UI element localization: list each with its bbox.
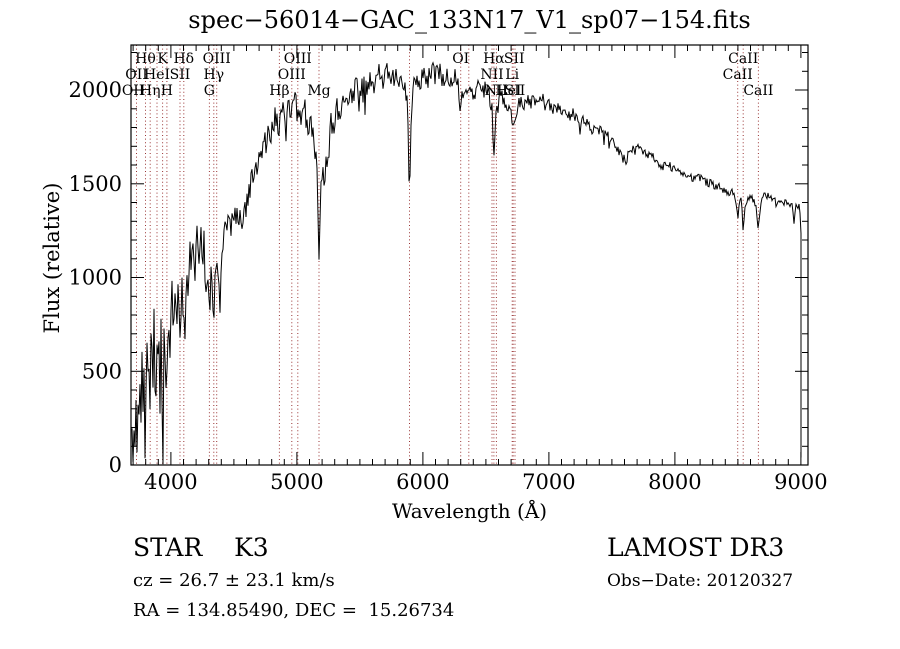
spectral-line-label: Hδ <box>173 51 194 67</box>
x-axis-label: Wavelength (Å) <box>391 499 548 523</box>
x-tick-label: 7000 <box>522 470 575 494</box>
spectral-line-label: K <box>157 51 168 67</box>
y-tick-label: 500 <box>82 359 122 383</box>
y-tick-label: 0 <box>109 453 122 477</box>
plot-title: spec−56014−GAC_133N17_V1_sp07−154.fits <box>188 6 751 34</box>
spectral-line-label: G <box>204 83 215 99</box>
x-tick-label: 4000 <box>144 470 197 494</box>
x-tick-label: 8000 <box>648 470 701 494</box>
y-tick-label: 1000 <box>69 266 122 290</box>
spectral-line-label: Hα <box>483 51 505 67</box>
y-tick-label: 2000 <box>69 78 122 102</box>
plot-box <box>130 44 809 466</box>
y-tick-label: 1500 <box>69 172 122 196</box>
spectral-line-label: Hη <box>140 83 161 99</box>
spectral-line-label: CaII <box>728 51 758 67</box>
spectral-line-label: Hγ <box>204 67 225 83</box>
spectral-line-label: OIII <box>278 67 306 83</box>
spectral-line-label: SII <box>170 67 191 83</box>
spectral-line-label: H <box>161 83 173 99</box>
redshift-text: cz = 26.7 ± 23.1 km/s <box>133 570 335 591</box>
spectral-line-label: OII <box>122 83 145 99</box>
coordinates-text: RA = 134.85490, DEC = 15.26734 <box>133 600 455 621</box>
spectral-line-label: Hθ <box>135 51 156 67</box>
spectral-line-label: OI <box>452 51 469 67</box>
spectral-line-label: OIII <box>203 51 231 67</box>
spectral-line-label: CaII <box>723 67 753 83</box>
spectral-line-label: NII <box>480 67 503 83</box>
spectral-line-label: OII <box>125 67 148 83</box>
spectral-line-label: SII <box>504 51 525 67</box>
x-tick-label: 5000 <box>270 470 323 494</box>
spectral-line-label: CaII <box>743 83 773 99</box>
survey-release-text: LAMOST DR3 <box>607 533 785 562</box>
spectral-line-label: Li <box>505 67 519 83</box>
x-tick-label: 9000 <box>774 470 827 494</box>
y-axis-label: Flux (relative) <box>40 182 64 334</box>
spectral-line-label: OIII <box>284 51 312 67</box>
obs-date-text: Obs−Date: 20120327 <box>607 571 794 591</box>
object-class-text: STAR K3 <box>133 533 269 562</box>
spectral-line-label: SII <box>505 83 526 99</box>
spectral-line-label: Mg <box>307 83 330 99</box>
spectral-line-label: Hβ <box>269 83 289 99</box>
spectral-line-label: HeI <box>144 67 170 83</box>
x-tick-label: 6000 <box>396 470 449 494</box>
spectrum-curve <box>131 61 802 465</box>
